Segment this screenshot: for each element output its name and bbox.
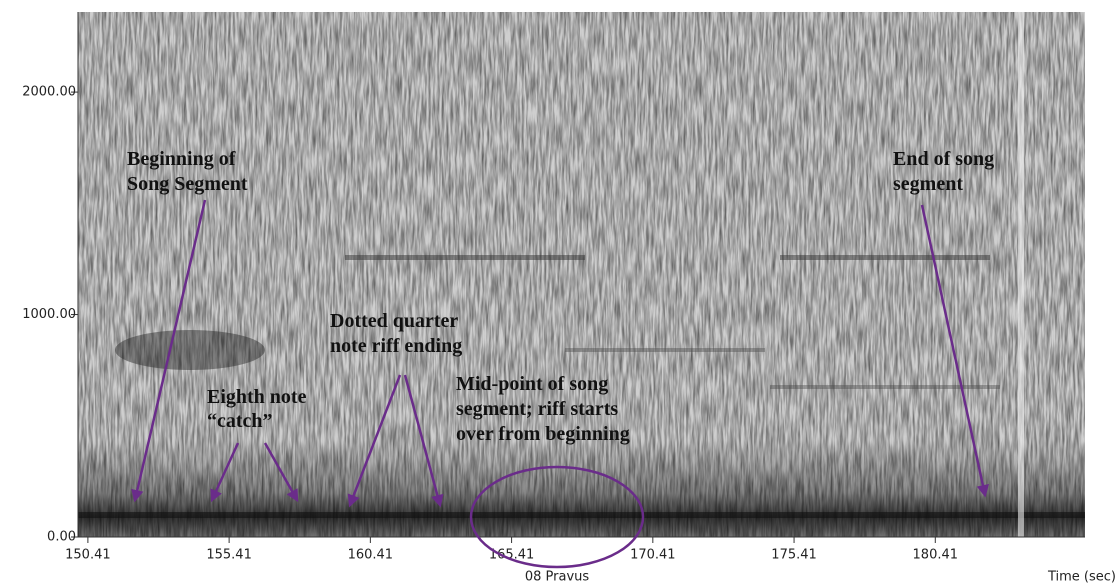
spectrogram bbox=[78, 12, 1085, 537]
x-tick-label: 150.41 bbox=[65, 548, 111, 563]
annotation: Dotted quarter note riff ending bbox=[330, 310, 462, 508]
annotation-text: segment; riff starts bbox=[456, 398, 618, 420]
x-tick-label: 175.41 bbox=[771, 548, 817, 563]
annotation-text: over from beginning bbox=[456, 423, 630, 445]
annotation: Mid-point of song segment; riff starts o… bbox=[456, 373, 645, 569]
arrow bbox=[263, 442, 299, 503]
x-tick-label: 160.41 bbox=[348, 548, 394, 563]
annotation-text: Mid-point of song bbox=[456, 373, 608, 395]
x-tick-label: 180.41 bbox=[913, 548, 959, 563]
x-axis-label: Time (sec) bbox=[1047, 570, 1116, 585]
ticks: 150.41 155.41 160.41 165.41 170.41 175.41 180.… bbox=[22, 85, 958, 563]
highlight-ellipse bbox=[469, 465, 645, 569]
annotation-text: Eighth note bbox=[207, 386, 307, 408]
y-tick-label: 0.00 bbox=[47, 530, 76, 545]
annotation-text: Beginning of bbox=[127, 148, 236, 170]
arrow bbox=[920, 204, 989, 498]
x-tick-label: 155.41 bbox=[206, 548, 252, 563]
annotation: End of song segment bbox=[893, 148, 994, 498]
annotation-text: End of song bbox=[893, 148, 994, 170]
arrow bbox=[131, 199, 207, 503]
y-tick-label: 2000.00 bbox=[22, 85, 76, 100]
arrow bbox=[210, 442, 240, 503]
arrow bbox=[347, 374, 402, 508]
x-tick-label: 165.41 bbox=[489, 548, 535, 563]
arrow bbox=[403, 374, 444, 508]
chart-title: 08 Pravus bbox=[525, 570, 590, 585]
annotation-text: note riff ending bbox=[330, 335, 462, 357]
annotation-text: “catch” bbox=[207, 410, 273, 432]
annotation-text: Dotted quarter bbox=[330, 310, 458, 332]
annotation-text: Song Segment bbox=[127, 173, 248, 195]
annotation: Beginning of Song Segment bbox=[127, 148, 248, 503]
annotation-text: segment bbox=[893, 173, 963, 195]
x-tick-label: 170.41 bbox=[630, 548, 676, 563]
annotation: Eighth note “catch” bbox=[207, 386, 307, 503]
y-tick-label: 1000.00 bbox=[22, 307, 76, 322]
